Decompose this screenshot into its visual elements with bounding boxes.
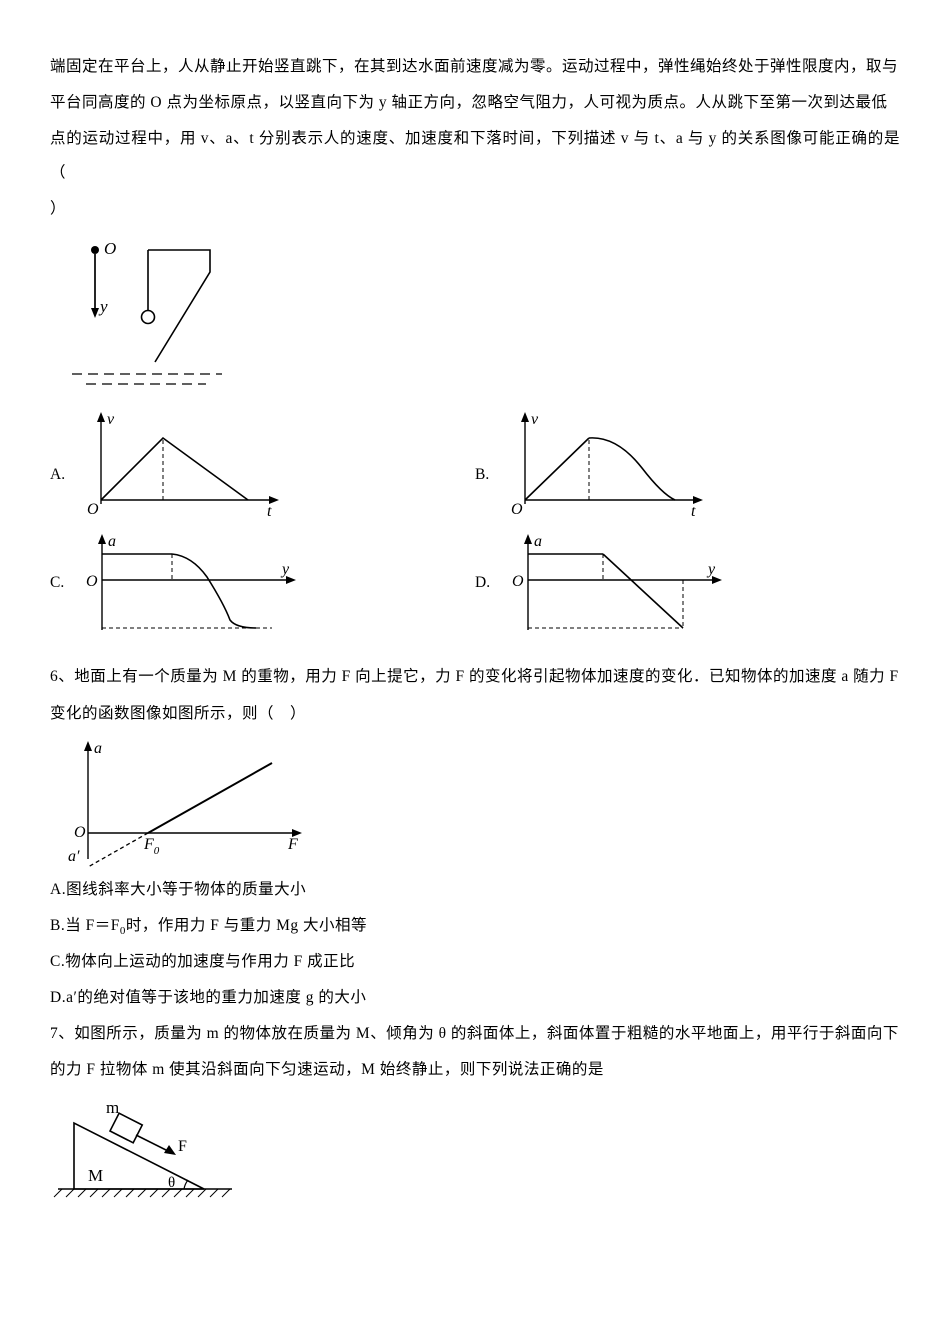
svg-text:F0: F0 (143, 836, 160, 857)
svg-text:M: M (88, 1166, 103, 1185)
svg-text:a: a (94, 740, 102, 757)
q6-option-b: B.当 F＝F0时，作用力 F 与重力 Mg 大小相等 (50, 909, 900, 943)
svg-text:t: t (691, 503, 696, 518)
option-label-c: C. (50, 566, 64, 642)
q6-stem-line-1: 6、地面上有一个质量为 M 的重物，用力 F 向上提它，力 F 的变化将引起物体… (50, 660, 900, 694)
q5-option-b: B. v t O (475, 408, 900, 518)
vt-graph-a-icon: v t O (73, 408, 283, 518)
option-label-b: B. (475, 458, 489, 518)
svg-text:m: m (106, 1098, 119, 1117)
q5-option-d: D. a y O (475, 532, 900, 642)
svg-text:v: v (107, 411, 115, 428)
q5-setup-figure: O y (50, 232, 900, 402)
q5-option-c: C. a y O (50, 532, 475, 642)
q6-figure: a F O a′ F0 (50, 737, 900, 867)
ay-graph-c-icon: a y O (72, 532, 302, 642)
svg-text:O: O (86, 573, 98, 590)
q6-stem-line-2: 变化的函数图像如图所示，则（ ） (50, 697, 900, 731)
q5-options-row-1: A. v t O B. v t O (50, 408, 900, 518)
option-label-d: D. (475, 566, 490, 642)
svg-text:F: F (287, 836, 298, 853)
ay-graph-d-icon: a y O (498, 532, 728, 642)
svg-text:v: v (531, 411, 539, 428)
bungee-schematic-icon: O y (50, 232, 240, 402)
q6-option-c: C.物体向上运动的加速度与作用力 F 成正比 (50, 945, 900, 979)
q5-stem-line-1: 端固定在平台上，人从静止开始竖直跳下，在其到达水面前速度减为零。运动过程中，弹性… (50, 50, 900, 84)
svg-text:a: a (108, 533, 116, 550)
q5-options-row-2: C. a y O D. a y O (50, 532, 900, 642)
svg-text:t: t (267, 503, 272, 518)
option-label-a: A. (50, 458, 65, 518)
svg-text:F: F (178, 1138, 187, 1155)
svg-text:O: O (74, 824, 86, 841)
svg-text:O: O (104, 239, 116, 258)
aF-graph-icon: a F O a′ F0 (50, 737, 310, 867)
q7-figure: θ m M F (50, 1093, 900, 1203)
q5-stem-line-3: 点的运动过程中，用 v、a、t 分别表示人的速度、加速度和下落时间，下列描述 v… (50, 122, 900, 190)
incline-figure-icon: θ m M F (50, 1093, 240, 1203)
svg-text:O: O (87, 501, 99, 518)
svg-text:a: a (534, 533, 542, 550)
svg-text:y: y (706, 561, 716, 578)
svg-text:y: y (280, 561, 290, 578)
svg-text:θ: θ (168, 1175, 175, 1191)
svg-text:a′: a′ (68, 848, 80, 865)
q5-stem-line-2: 平台同高度的 O 点为坐标原点，以竖直向下为 y 轴正方向，忽略空气阻力，人可视… (50, 86, 900, 120)
q6-option-d: D.a′的绝对值等于该地的重力加速度 g 的大小 (50, 981, 900, 1015)
svg-text:O: O (511, 501, 523, 518)
q5-stem-line-4: ） (50, 192, 900, 226)
vt-graph-b-icon: v t O (497, 408, 707, 518)
q7-stem-line-1: 7、如图所示，质量为 m 的物体放在质量为 M、倾角为 θ 的斜面体上，斜面体置… (50, 1017, 900, 1051)
q6-option-a: A.图线斜率大小等于物体的质量大小 (50, 873, 900, 907)
svg-text:O: O (512, 573, 524, 590)
q5-option-a: A. v t O (50, 408, 475, 518)
svg-text:y: y (98, 297, 108, 316)
q7-stem-line-2: 的力 F 拉物体 m 使其沿斜面向下匀速运动，M 始终静止，则下列说法正确的是 (50, 1053, 900, 1087)
